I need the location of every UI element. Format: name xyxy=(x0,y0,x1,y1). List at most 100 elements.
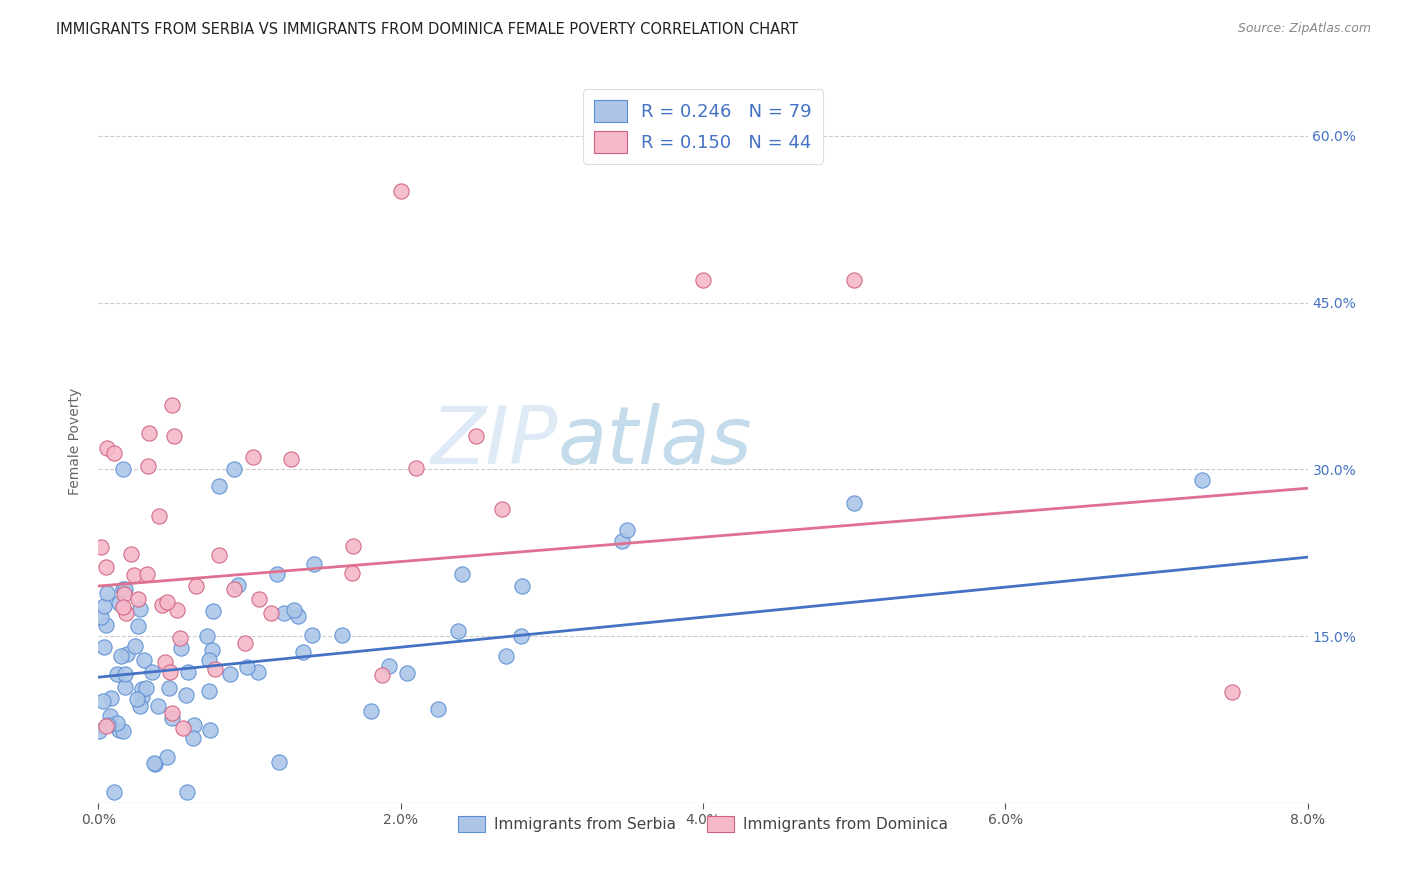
Point xyxy=(226,578,249,592)
Text: Source: ZipAtlas.com: Source: ZipAtlas.com xyxy=(1237,22,1371,36)
Y-axis label: Female Poverty: Female Poverty xyxy=(69,388,83,495)
Point xyxy=(111,600,134,615)
Point xyxy=(170,640,193,655)
Point xyxy=(201,604,224,618)
Point xyxy=(612,533,634,548)
Point xyxy=(177,665,200,679)
Point xyxy=(136,458,159,473)
Point xyxy=(1220,684,1243,698)
Point xyxy=(200,643,222,657)
Point xyxy=(157,681,180,695)
Point xyxy=(246,665,269,680)
Point xyxy=(260,606,283,620)
Point xyxy=(451,566,474,581)
Point xyxy=(291,645,314,659)
Point xyxy=(844,273,866,287)
Point xyxy=(114,667,136,681)
Point xyxy=(426,702,449,716)
Point xyxy=(340,566,363,581)
Point xyxy=(124,639,146,653)
Point xyxy=(330,628,353,642)
Point xyxy=(111,724,134,739)
Point xyxy=(342,539,364,553)
Point xyxy=(135,681,157,696)
Point xyxy=(287,609,309,624)
Point xyxy=(96,585,118,599)
Point xyxy=(93,640,115,655)
Point xyxy=(103,785,125,799)
Point xyxy=(198,684,221,698)
Point xyxy=(304,558,326,572)
Point xyxy=(125,692,148,706)
Point xyxy=(94,618,117,632)
Legend: Immigrants from Serbia, Immigrants from Dominica: Immigrants from Serbia, Immigrants from … xyxy=(451,810,955,838)
Point xyxy=(395,666,418,681)
Point xyxy=(267,755,290,769)
Point xyxy=(247,591,270,606)
Point xyxy=(156,595,179,609)
Point xyxy=(166,602,188,616)
Point xyxy=(110,648,132,663)
Point xyxy=(97,718,120,732)
Point xyxy=(159,665,181,679)
Point xyxy=(360,704,382,718)
Point xyxy=(115,606,138,620)
Point xyxy=(208,479,231,493)
Point xyxy=(105,715,128,730)
Point xyxy=(141,665,163,680)
Point xyxy=(156,750,179,764)
Point xyxy=(142,756,165,771)
Point xyxy=(111,461,134,475)
Point xyxy=(108,723,131,737)
Point xyxy=(233,636,256,650)
Point xyxy=(181,731,204,745)
Point xyxy=(143,756,166,771)
Point xyxy=(103,445,125,459)
Point xyxy=(160,711,183,725)
Point xyxy=(377,659,399,673)
Point xyxy=(465,429,488,443)
Point xyxy=(169,631,191,645)
Point xyxy=(1191,474,1213,488)
Point xyxy=(172,721,194,735)
Point xyxy=(195,629,218,643)
Point xyxy=(242,450,264,464)
Point xyxy=(127,592,149,607)
Point xyxy=(280,451,302,466)
Point xyxy=(91,694,114,708)
Point xyxy=(105,667,128,681)
Point xyxy=(844,496,866,510)
Point xyxy=(491,502,513,516)
Point xyxy=(183,718,205,732)
Point xyxy=(131,690,153,705)
Point xyxy=(90,610,112,624)
Point xyxy=(129,602,152,616)
Point xyxy=(138,426,160,441)
Point xyxy=(96,441,118,455)
Point xyxy=(127,619,149,633)
Point xyxy=(266,566,288,581)
Point xyxy=(98,709,121,723)
Point xyxy=(184,578,207,592)
Point xyxy=(224,462,246,476)
Point xyxy=(509,629,531,643)
Point xyxy=(405,460,427,475)
Point xyxy=(114,681,136,695)
Point xyxy=(447,624,470,638)
Point xyxy=(160,398,183,412)
Point xyxy=(236,660,259,674)
Point xyxy=(117,647,139,661)
Point xyxy=(510,580,533,594)
Point xyxy=(100,691,122,706)
Point xyxy=(301,628,323,642)
Point xyxy=(146,699,169,714)
Point xyxy=(283,603,305,617)
Point xyxy=(224,582,246,596)
Point xyxy=(495,648,517,663)
Point xyxy=(153,656,176,670)
Text: atlas: atlas xyxy=(558,402,752,481)
Point xyxy=(176,785,198,799)
Point xyxy=(370,667,392,681)
Point xyxy=(389,185,412,199)
Point xyxy=(87,723,110,738)
